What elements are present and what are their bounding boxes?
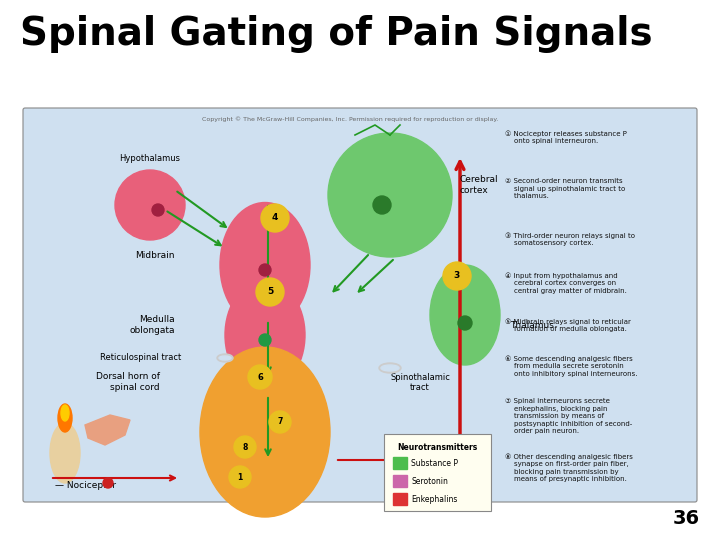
Circle shape [269, 411, 291, 433]
Circle shape [328, 133, 452, 257]
Bar [393, 457, 407, 469]
Text: Dorsal horn of
spinal cord: Dorsal horn of spinal cord [96, 372, 160, 391]
Text: Medulla
oblongata: Medulla oblongata [130, 315, 175, 335]
Bar [393, 475, 407, 487]
Circle shape [256, 278, 284, 306]
Circle shape [259, 264, 271, 276]
Text: 1: 1 [238, 472, 243, 482]
Text: Spinothalamic
tract: Spinothalamic tract [390, 373, 450, 393]
Circle shape [447, 437, 473, 463]
Text: ③ Third-order neuron relays signal to
    somatosensory cortex.: ③ Third-order neuron relays signal to so… [505, 232, 635, 246]
Text: Thalamus: Thalamus [510, 321, 554, 329]
Text: Midbrain: Midbrain [135, 251, 175, 260]
Text: ① Nociceptor releases substance P
    onto spinal interneuron.: ① Nociceptor releases substance P onto s… [505, 130, 627, 144]
Ellipse shape [217, 354, 233, 362]
Text: Copyright © The McGraw-Hill Companies, Inc. Permission required for reproduction: Copyright © The McGraw-Hill Companies, I… [202, 116, 498, 122]
Text: 2: 2 [457, 446, 463, 455]
Text: 7: 7 [277, 417, 283, 427]
Text: Neurotransmitters: Neurotransmitters [397, 443, 477, 452]
Circle shape [103, 478, 113, 488]
Circle shape [115, 170, 185, 240]
Circle shape [152, 204, 164, 216]
Ellipse shape [220, 202, 310, 327]
FancyBboxPatch shape [23, 108, 697, 502]
Circle shape [234, 436, 256, 458]
Text: Substance P: Substance P [411, 458, 458, 468]
Text: Reticulospinal tract: Reticulospinal tract [100, 354, 181, 362]
Text: 8: 8 [243, 442, 248, 451]
Text: Spinal Gating of Pain Signals: Spinal Gating of Pain Signals [20, 15, 652, 53]
Ellipse shape [219, 356, 231, 360]
Ellipse shape [430, 265, 500, 365]
Ellipse shape [58, 404, 72, 432]
Text: Cerebral
cortex: Cerebral cortex [460, 176, 499, 195]
Text: Serotonin: Serotonin [411, 476, 448, 485]
Ellipse shape [50, 423, 80, 483]
Circle shape [229, 466, 251, 488]
Text: 4: 4 [272, 213, 278, 222]
Bar [393, 493, 407, 505]
Text: ⑧ Other descending analgesic fibers
    synapse on first-order pain fiber,
    b: ⑧ Other descending analgesic fibers syna… [505, 453, 633, 482]
Text: Enkephalins: Enkephalins [411, 495, 457, 503]
Circle shape [261, 204, 289, 232]
FancyBboxPatch shape [384, 434, 491, 511]
Text: 3: 3 [454, 272, 460, 280]
Polygon shape [85, 415, 130, 445]
Text: ② Second-order neuron transmits
    signal up spinothalamic tract to
    thalamu: ② Second-order neuron transmits signal u… [505, 178, 625, 199]
Circle shape [248, 365, 272, 389]
Ellipse shape [381, 365, 399, 371]
Circle shape [458, 316, 472, 330]
Text: ④ Input from hypothalamus and
    cerebral cortex converges on
    central gray : ④ Input from hypothalamus and cerebral c… [505, 272, 627, 294]
Text: ⑦ Spinal interneurons secrete
    enkephalins, blocking pain
    transmission by: ⑦ Spinal interneurons secrete enkephalin… [505, 398, 632, 434]
Text: 5: 5 [267, 287, 273, 296]
Ellipse shape [200, 347, 330, 517]
Circle shape [443, 262, 471, 290]
Text: Hypothalamus: Hypothalamus [120, 154, 181, 163]
Circle shape [259, 334, 271, 346]
Text: ⑥ Some descending analgesic fibers
    from medulla secrete serotonin
    onto i: ⑥ Some descending analgesic fibers from … [505, 355, 637, 376]
Ellipse shape [379, 363, 401, 373]
Text: 36: 36 [673, 509, 700, 528]
Ellipse shape [61, 405, 69, 421]
Text: — Nociceptor: — Nociceptor [55, 481, 116, 489]
Text: 6: 6 [257, 373, 263, 381]
Ellipse shape [225, 280, 305, 390]
Circle shape [373, 196, 391, 214]
Text: ⑤ Midbrain relays signal to reticular
    formation of medulla oblongata.: ⑤ Midbrain relays signal to reticular fo… [505, 318, 631, 332]
